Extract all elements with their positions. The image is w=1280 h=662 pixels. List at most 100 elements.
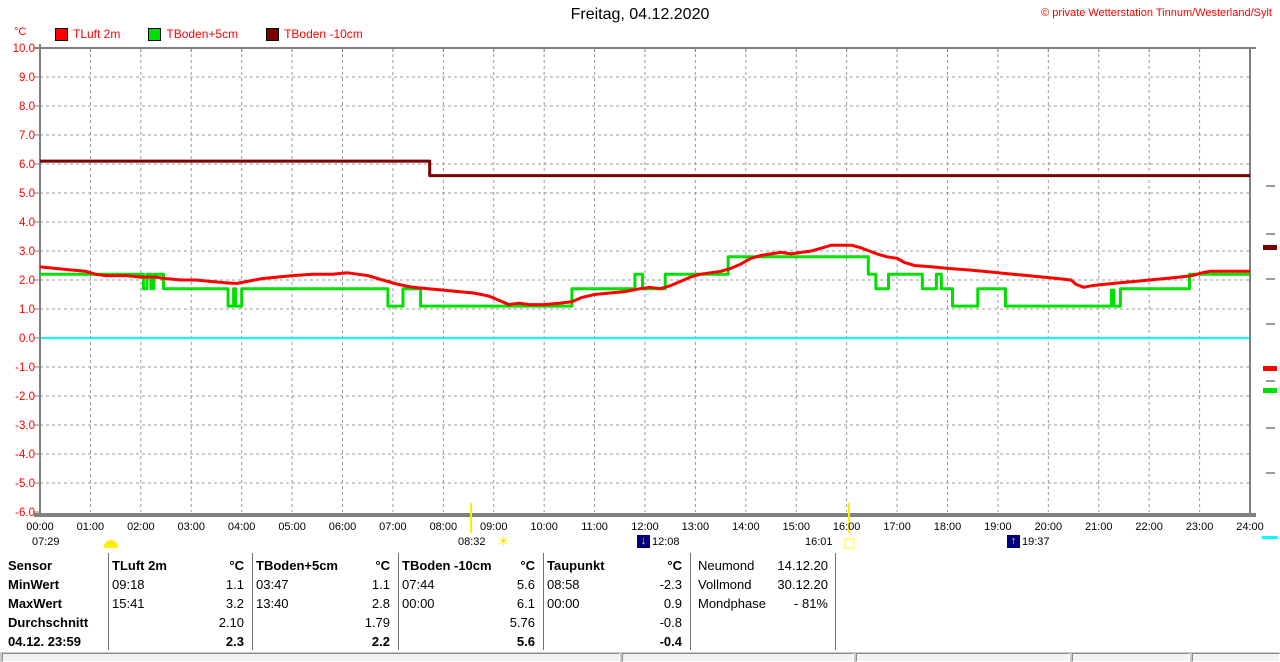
- max-value: 2.8: [371, 596, 390, 611]
- sensor-name: TBoden+5cm: [256, 558, 338, 573]
- status-bar-panel: [1072, 653, 1190, 662]
- x-tick-label: 15:00: [782, 521, 811, 533]
- max-value: 0.9: [663, 596, 682, 611]
- table-separator: [690, 553, 691, 650]
- max-value: 6.1: [516, 596, 535, 611]
- moon-value: 30.12.20: [777, 577, 828, 592]
- x-tick-label: 07:00: [379, 521, 407, 533]
- x-tick-label: 24:00: [1236, 521, 1264, 533]
- legend-swatch-tboden5cm: [148, 27, 162, 41]
- status-bar-panel: [622, 653, 854, 662]
- sensor-name: TLuft 2m: [112, 558, 167, 573]
- legend-swatch-tluft: [55, 27, 68, 41]
- x-tick-label: 05:00: [278, 521, 306, 533]
- x-tick-label: 11:00: [581, 521, 608, 533]
- y-tick-label: 2.0: [19, 275, 35, 287]
- row-label: MinWert: [8, 577, 60, 592]
- moon-value: 14.12.20: [777, 558, 828, 573]
- scale-dash: [1266, 278, 1275, 280]
- x-tick-label: 01:00: [76, 521, 105, 533]
- tboden5cm-mark: [1263, 388, 1277, 393]
- y-tick-label: -4.0: [15, 449, 35, 461]
- y-tick-label: 5.0: [19, 188, 35, 200]
- sensor-name: TBoden -10cm: [402, 558, 492, 573]
- y-tick-label: 0.0: [19, 333, 35, 345]
- table-separator: [835, 553, 836, 650]
- legend-swatch-tboden10cm: [266, 27, 280, 41]
- event-time-sunset: 16:01: [805, 536, 833, 548]
- status-bar: [0, 652, 1280, 662]
- event-time-moonset: 12:08: [652, 536, 680, 548]
- legend-item: TLuft 2m: [55, 27, 120, 41]
- sensor-unit: °C: [229, 558, 244, 573]
- avg-value: 1.79: [364, 615, 390, 630]
- legend-label: TBoden+5cm: [166, 27, 239, 41]
- legend-item: TBoden -10cm: [266, 27, 363, 41]
- sunset-icon: [844, 538, 855, 549]
- row-label: Sensor: [8, 558, 53, 573]
- status-bar-panel: [2, 653, 620, 662]
- x-tick-label: 09:00: [479, 521, 508, 533]
- min-value: -2.3: [659, 577, 682, 592]
- sunrise-icon: ☀: [497, 533, 510, 549]
- axis-frame: [34, 44, 1256, 517]
- x-tick-label: 13:00: [681, 521, 710, 533]
- y-axis-unit-label: °C: [14, 26, 27, 38]
- x-tick-label: 03:00: [177, 521, 206, 533]
- legend-label: TLuft 2m: [73, 27, 121, 41]
- y-tick-label: 1.0: [19, 304, 35, 316]
- sun-event-line: [848, 503, 850, 533]
- min-time: 07:44: [402, 577, 435, 592]
- event-time-sun: 08:32: [458, 536, 486, 548]
- event-time-moonrise: 19:37: [1022, 536, 1050, 548]
- avg-value: -0.8: [659, 615, 682, 630]
- scale-dash: [1266, 233, 1275, 235]
- y-tick-label: 4.0: [19, 217, 35, 229]
- table-separator: [543, 553, 544, 650]
- x-tick-label: 12:00: [631, 521, 659, 533]
- moonset-icon: ↓: [637, 535, 650, 548]
- sensor-unit: °C: [667, 558, 682, 573]
- status-bar-panel: [856, 653, 1070, 662]
- row-label: MaxWert: [8, 596, 62, 611]
- last-value: 5.6: [516, 634, 535, 649]
- copyright-text: © private Wetterstation Tinnum/Westerlan…: [1041, 7, 1272, 19]
- y-tick-label: -2.0: [15, 391, 35, 403]
- moon-label: Mondphase: [698, 596, 766, 611]
- min-value: 1.1: [225, 577, 244, 592]
- table-separator: [252, 553, 253, 650]
- last-value: -0.4: [659, 634, 682, 649]
- y-tick-label: 9.0: [19, 72, 35, 84]
- max-value: 3.2: [225, 596, 244, 611]
- status-bar-panel: [1192, 653, 1280, 662]
- max-time: 13:40: [256, 596, 289, 611]
- y-tick-label: -1.0: [15, 362, 35, 374]
- tluft-mark: [1263, 366, 1277, 371]
- y-tick-label: 10.0: [13, 43, 35, 55]
- y-tick-label: 6.0: [19, 159, 35, 171]
- max-time: 15:41: [112, 596, 145, 611]
- avg-value: 5.76: [509, 615, 535, 630]
- x-tick-label: 23:00: [1185, 521, 1214, 533]
- event-time-dawn: 07:29: [32, 536, 60, 548]
- x-tick-label: 17:00: [883, 521, 911, 533]
- x-tick-label: 21:00: [1084, 521, 1113, 533]
- x-tick-label: 00:00: [26, 521, 54, 533]
- series-tluft-2m: [39, 243, 1250, 307]
- x-tick-label: 14:00: [732, 521, 760, 533]
- x-tick-label: 04:00: [227, 521, 256, 533]
- row-label: Durchschnitt: [8, 615, 89, 630]
- sensor-unit: °C: [375, 558, 390, 573]
- sensor-name: Taupunkt: [547, 558, 605, 573]
- min-value: 5.6: [516, 577, 535, 592]
- page-title: Freitag, 04.12.2020: [570, 6, 710, 23]
- x-tick-label: 10:00: [530, 521, 558, 533]
- chart-legend: TLuft 2m TBoden+5cm TBoden -10cm: [55, 27, 391, 41]
- x-tick-label: 08:00: [429, 521, 458, 533]
- scale-dash: [1266, 185, 1275, 187]
- min-time: 03:47: [256, 577, 289, 592]
- dawn-icon: [104, 540, 118, 548]
- moon-label: Vollmond: [698, 577, 752, 592]
- gridlines: [40, 48, 1250, 512]
